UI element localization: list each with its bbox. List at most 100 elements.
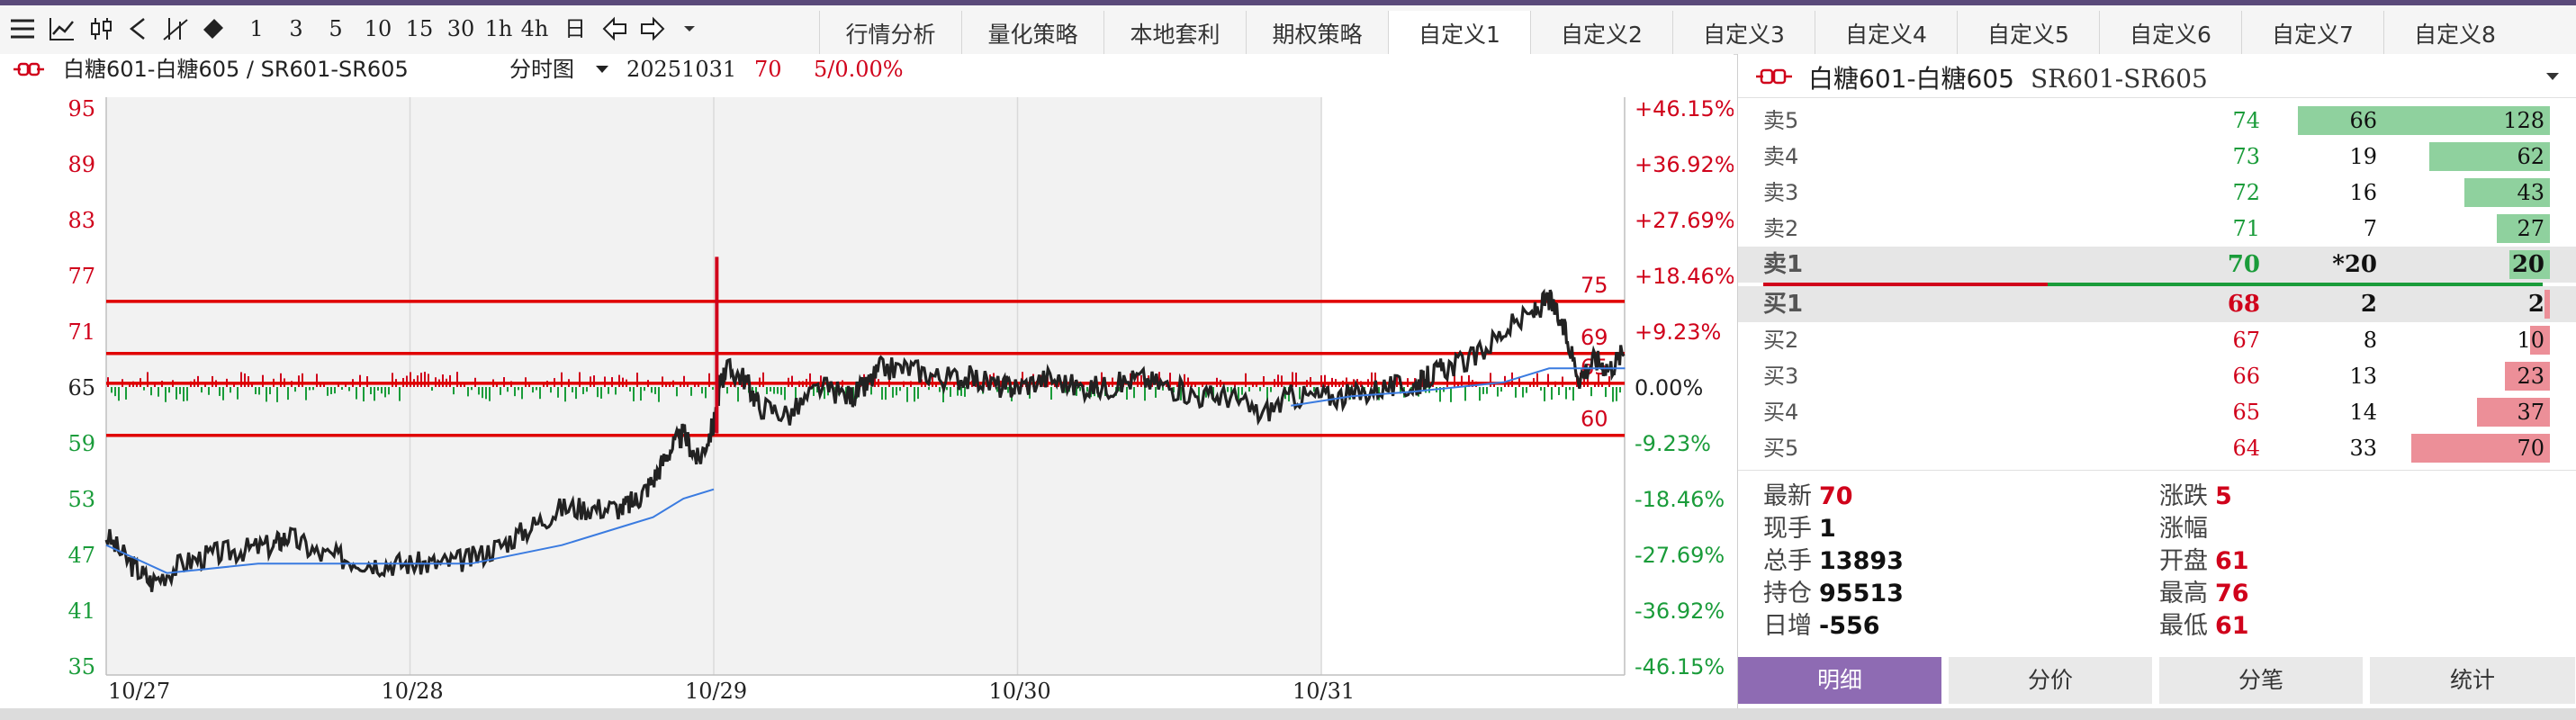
tab-custom-6[interactable]: 自定义6 xyxy=(2099,11,2241,59)
period-15[interactable]: 15 xyxy=(405,16,434,41)
tab-detail[interactable]: 明细 xyxy=(1738,657,1943,704)
book-level-label: 买3 xyxy=(1763,364,1799,389)
price-level-label: 60 xyxy=(1581,407,1608,432)
book-cumulative: 62 xyxy=(2517,144,2544,169)
period-4h[interactable]: 4h xyxy=(520,16,549,41)
tab-local-arbitrage[interactable]: 本地套利 xyxy=(1103,11,1246,59)
book-volume: *20 xyxy=(2332,251,2377,278)
period-day[interactable]: 日 xyxy=(564,16,586,41)
tab-statistics[interactable]: 统计 xyxy=(2370,657,2576,704)
y-tick-label: 35 xyxy=(68,654,95,680)
tab-custom-5[interactable]: 自定义5 xyxy=(1957,11,2099,59)
book-price: 70 xyxy=(2227,251,2260,278)
trend-tool-icon[interactable] xyxy=(158,11,191,47)
y-tick-label: 59 xyxy=(68,431,95,456)
spread-line xyxy=(104,288,1626,592)
panel-dropdown-icon[interactable] xyxy=(2544,68,2562,86)
stat-current-hand: 现手 1 xyxy=(1763,515,1836,543)
tab-custom-8[interactable]: 自定义8 xyxy=(2383,11,2526,59)
ask-row[interactable]: 卖3 72 16 43 xyxy=(1738,175,2576,211)
tab-option-strategy[interactable]: 期权策略 xyxy=(1246,11,1388,59)
candlestick-icon[interactable] xyxy=(85,11,117,47)
link-icon[interactable] xyxy=(1754,65,1794,88)
more-dropdown-icon[interactable] xyxy=(677,11,704,47)
period-1[interactable]: 1 xyxy=(249,16,264,41)
stat-last: 最新 70 xyxy=(1763,482,1853,510)
tab-custom-1[interactable]: 自定义1 xyxy=(1388,11,1530,60)
tab-custom-2[interactable]: 自定义2 xyxy=(1530,11,1672,59)
bid-depth-bar xyxy=(2411,434,2550,463)
angle-tool-icon[interactable] xyxy=(124,11,151,47)
book-volume: 16 xyxy=(2349,180,2377,205)
ask-row[interactable]: 卖1 70 *20 20 xyxy=(1738,247,2576,283)
tab-quant-strategy[interactable]: 量化策略 xyxy=(961,11,1103,59)
tab-custom-4[interactable]: 自定义4 xyxy=(1815,11,1957,59)
period-1h[interactable]: 1h xyxy=(484,16,513,41)
x-tick-label: 10/28 xyxy=(382,679,444,704)
back-arrow-icon[interactable] xyxy=(598,11,630,47)
bid-depth-bar xyxy=(2530,326,2550,355)
tab-custom-3[interactable]: 自定义3 xyxy=(1672,11,1815,59)
y-tick-label: 47 xyxy=(68,543,95,568)
book-volume: 33 xyxy=(2349,436,2377,461)
book-price: 72 xyxy=(2232,180,2260,205)
y-tick-label: 71 xyxy=(68,320,95,345)
bid-row[interactable]: 买3 66 13 23 xyxy=(1738,358,2576,394)
chart-view-dropdown-icon[interactable] xyxy=(594,56,612,91)
pct-tick-label: -46.15% xyxy=(1635,654,1725,680)
book-volume: 8 xyxy=(2363,328,2377,353)
period-3[interactable]: 3 xyxy=(289,16,303,41)
book-cumulative: 10 xyxy=(2517,328,2544,353)
chart-view-select[interactable]: 分时图 xyxy=(509,57,574,82)
average-line xyxy=(1291,367,1626,407)
y-tick-label: 41 xyxy=(68,598,95,624)
bid-ask-ratio-bar xyxy=(1763,283,2543,286)
ask-row[interactable]: 卖4 73 19 62 xyxy=(1738,139,2576,175)
ask-depth-bar xyxy=(2497,214,2550,243)
tab-custom-7[interactable]: 自定义7 xyxy=(2241,11,2383,59)
stat-total-volume: 总手 13893 xyxy=(1763,547,1904,575)
price-level-label: 69 xyxy=(1581,325,1608,350)
bid-row[interactable]: 买2 67 8 10 xyxy=(1738,322,2576,358)
book-level-label: 卖3 xyxy=(1763,180,1799,205)
book-level-label: 买2 xyxy=(1763,328,1799,353)
period-10[interactable]: 10 xyxy=(364,16,392,41)
period-30[interactable]: 30 xyxy=(446,16,475,41)
book-price: 66 xyxy=(2232,364,2260,389)
pct-tick-label: -36.92% xyxy=(1635,598,1725,624)
book-cumulative: 128 xyxy=(2503,108,2544,133)
ask-row[interactable]: 卖5 74 66 128 xyxy=(1738,103,2576,139)
pct-tick-label: +27.69% xyxy=(1635,208,1734,233)
bid-row[interactable]: 买5 64 33 70 xyxy=(1738,430,2576,466)
book-level-label: 买4 xyxy=(1763,400,1799,425)
book-price: 73 xyxy=(2232,144,2260,169)
book-cumulative: 37 xyxy=(2517,400,2544,425)
ask-depth-bar xyxy=(2464,178,2550,207)
forward-arrow-icon[interactable] xyxy=(635,11,668,47)
link-icon[interactable] xyxy=(11,56,47,91)
tab-ticks[interactable]: 分笔 xyxy=(2159,657,2364,704)
eraser-icon[interactable] xyxy=(198,11,227,47)
bid-row[interactable]: 买4 65 14 37 xyxy=(1738,394,2576,430)
stat-high: 最高 76 xyxy=(2159,580,2249,608)
stat-change: 涨跌 5 xyxy=(2159,482,2232,510)
pct-tick-label: 0.00% xyxy=(1635,375,1703,400)
chart-header: 白糖601-白糖605 / SR601-SR605 分时图 20251031 7… xyxy=(0,54,1734,85)
bid-row[interactable]: 买1 68 2 2 xyxy=(1738,286,2576,322)
chart-canvas[interactable]: 95 +46.15% 89 +36.92% 83 +27.69% 77 +18.46% 71 +9… xyxy=(0,54,1734,708)
book-cumulative: 70 xyxy=(2517,436,2544,461)
stat-open-interest: 持仓 95513 xyxy=(1763,580,1904,608)
book-cumulative: 20 xyxy=(2511,251,2544,278)
tab-market-analysis[interactable]: 行情分析 xyxy=(819,11,961,59)
book-cumulative: 43 xyxy=(2517,180,2544,205)
book-level-label: 买5 xyxy=(1763,436,1799,461)
toolbar: 1 3 5 10 15 30 1h 4h 日 行情分析 量化策略 本地套利 期权… xyxy=(0,5,2576,60)
pct-tick-label: +46.15% xyxy=(1635,96,1734,122)
period-5[interactable]: 5 xyxy=(329,16,343,41)
tab-price-volume[interactable]: 分价 xyxy=(1949,657,2154,704)
line-chart-icon[interactable] xyxy=(45,11,77,47)
intraday-chart-panel: 白糖601-白糖605 / SR601-SR605 分时图 20251031 7… xyxy=(0,54,1734,708)
y-tick-label: 83 xyxy=(68,208,95,233)
menu-icon[interactable] xyxy=(5,11,38,47)
ask-row[interactable]: 卖2 71 7 27 xyxy=(1738,211,2576,247)
